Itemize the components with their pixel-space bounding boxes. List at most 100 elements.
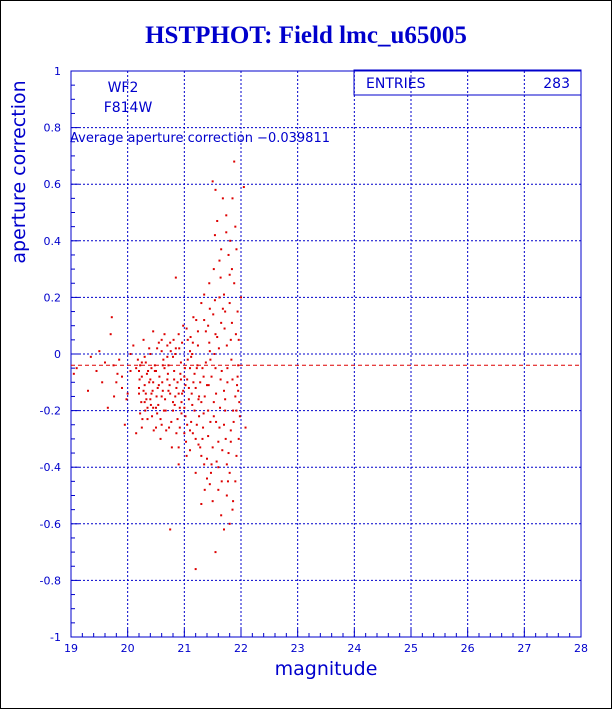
data-point bbox=[172, 401, 174, 404]
data-point bbox=[225, 231, 228, 234]
data-point bbox=[208, 350, 211, 353]
data-point bbox=[174, 353, 177, 355]
data-point bbox=[212, 415, 215, 418]
data-point bbox=[178, 406, 181, 409]
data-point bbox=[144, 361, 147, 364]
data-point bbox=[162, 358, 165, 361]
data-point bbox=[226, 367, 229, 370]
data-point bbox=[152, 429, 155, 432]
data-point bbox=[189, 350, 191, 353]
data-point bbox=[187, 398, 190, 401]
data-point bbox=[231, 508, 234, 511]
data-point bbox=[152, 406, 155, 409]
data-point bbox=[203, 319, 206, 322]
data-point bbox=[212, 401, 215, 404]
data-point bbox=[225, 344, 228, 347]
data-point bbox=[234, 333, 237, 336]
data-point bbox=[215, 460, 218, 463]
data-point bbox=[227, 452, 230, 455]
data-point bbox=[194, 471, 197, 474]
data-point bbox=[143, 384, 146, 387]
y-tick-label: 0.4 bbox=[44, 235, 62, 248]
data-point bbox=[218, 426, 221, 429]
data-point bbox=[116, 372, 119, 375]
data-point bbox=[224, 310, 227, 313]
data-point bbox=[163, 333, 166, 336]
data-point bbox=[146, 418, 149, 421]
stats-box: ENTRIES 283 bbox=[353, 69, 582, 96]
data-point bbox=[143, 401, 146, 404]
data-point bbox=[152, 381, 155, 384]
data-point bbox=[207, 409, 210, 412]
data-point bbox=[178, 426, 181, 429]
x-tick-label: 23 bbox=[291, 642, 305, 655]
data-point bbox=[138, 369, 140, 372]
data-point bbox=[185, 440, 188, 443]
entries-label: ENTRIES bbox=[366, 76, 426, 92]
data-point bbox=[235, 409, 238, 412]
data-point bbox=[224, 398, 227, 401]
data-point bbox=[206, 384, 208, 387]
data-point bbox=[89, 355, 92, 358]
data-point bbox=[191, 353, 194, 355]
data-point bbox=[194, 437, 197, 440]
data-point bbox=[189, 367, 191, 370]
data-point bbox=[217, 440, 220, 443]
filter-label: F814W bbox=[104, 100, 153, 116]
data-point bbox=[220, 248, 223, 251]
data-point bbox=[223, 528, 225, 531]
data-point bbox=[203, 488, 206, 491]
data-point bbox=[223, 327, 226, 330]
data-point bbox=[169, 392, 172, 395]
data-point bbox=[98, 350, 101, 353]
data-point bbox=[216, 219, 219, 222]
data-point bbox=[220, 321, 223, 324]
data-point bbox=[179, 361, 182, 364]
data-point bbox=[195, 367, 198, 370]
data-point bbox=[197, 443, 200, 446]
data-point bbox=[204, 330, 207, 333]
data-point bbox=[177, 446, 180, 449]
data-point bbox=[200, 502, 203, 505]
data-point bbox=[146, 406, 149, 409]
data-point bbox=[214, 551, 217, 554]
data-point bbox=[175, 432, 178, 435]
data-point bbox=[225, 214, 228, 217]
data-point bbox=[156, 386, 159, 389]
data-point bbox=[161, 381, 164, 384]
data-point bbox=[240, 296, 242, 299]
data-point bbox=[139, 364, 142, 367]
data-point bbox=[173, 403, 176, 406]
chart-title: HSTPHOT: Field lmc_u65005 bbox=[145, 22, 467, 49]
x-tick-label: 28 bbox=[574, 642, 588, 655]
data-point bbox=[177, 392, 180, 395]
data-point bbox=[150, 392, 153, 395]
data-point bbox=[142, 338, 145, 341]
data-point bbox=[227, 253, 230, 256]
data-point bbox=[160, 338, 163, 341]
data-point bbox=[157, 384, 160, 387]
data-point bbox=[141, 418, 144, 421]
data-point bbox=[229, 338, 232, 341]
data-point bbox=[185, 327, 188, 330]
y-tick-label: 0.2 bbox=[44, 291, 62, 304]
point-layer bbox=[72, 160, 247, 571]
data-point bbox=[195, 423, 198, 426]
data-point bbox=[202, 426, 205, 429]
data-point bbox=[219, 406, 222, 409]
data-point bbox=[138, 392, 140, 395]
data-point bbox=[220, 514, 223, 517]
data-point bbox=[140, 426, 143, 429]
data-point bbox=[174, 395, 177, 398]
data-point bbox=[140, 361, 143, 364]
data-point bbox=[126, 392, 129, 395]
data-point bbox=[235, 454, 238, 457]
data-point bbox=[191, 403, 194, 406]
data-point bbox=[202, 412, 205, 415]
data-point bbox=[166, 344, 169, 347]
data-point bbox=[155, 395, 158, 398]
data-point bbox=[210, 463, 213, 466]
data-point bbox=[153, 369, 156, 372]
data-point bbox=[138, 378, 141, 381]
data-point bbox=[230, 268, 233, 271]
